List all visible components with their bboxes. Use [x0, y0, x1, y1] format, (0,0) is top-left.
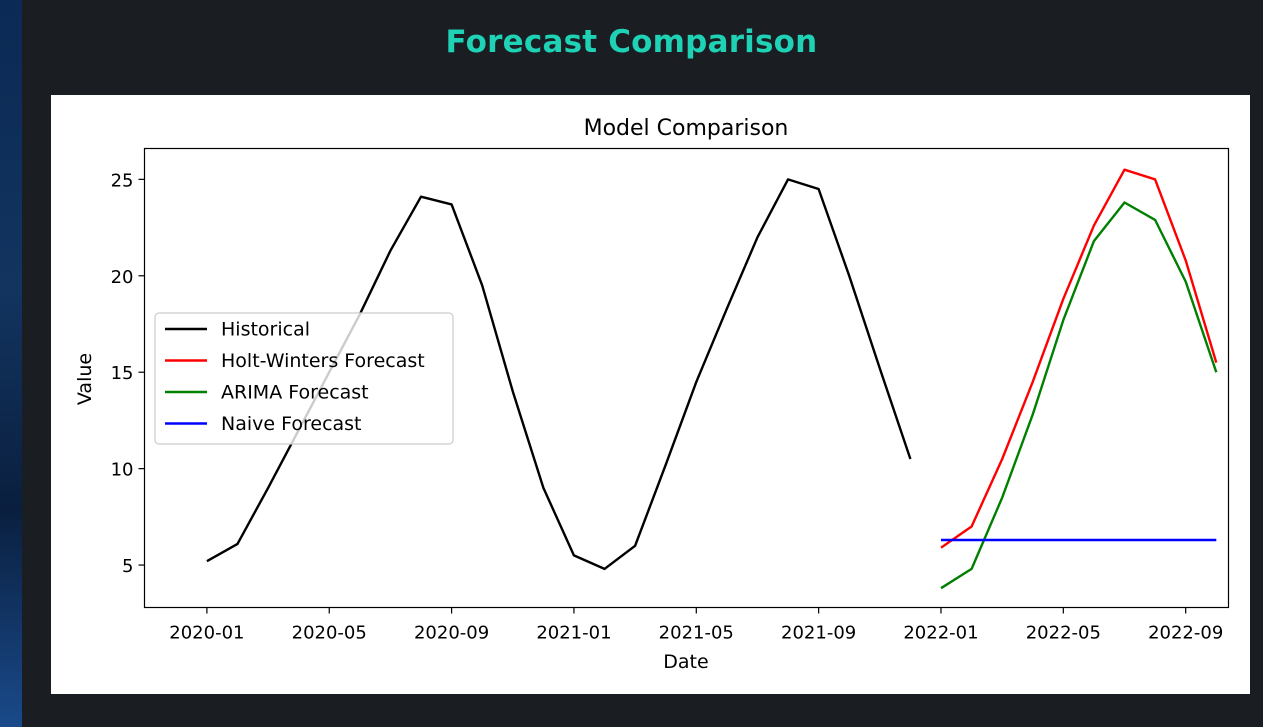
- y-tick-label: 20: [111, 267, 134, 288]
- y-tick-label: 5: [122, 556, 133, 577]
- x-tick-label: 2020-01: [169, 623, 244, 644]
- x-tick-label: 2021-01: [536, 623, 611, 644]
- background-edge: [0, 0, 22, 727]
- legend-label: Naive Forecast: [221, 413, 362, 435]
- y-tick-label: 15: [111, 363, 134, 384]
- y-tick-label: 25: [111, 170, 134, 191]
- chart-card: Model Comparison 5 10 15 20 25 2020-01 2020-05…: [51, 95, 1250, 694]
- x-tick-label: 2020-05: [292, 623, 367, 644]
- x-tick-label: 2021-09: [781, 623, 856, 644]
- x-tick-label: 2022-09: [1148, 623, 1223, 644]
- y-axis-label: Value: [74, 353, 96, 405]
- x-tick-label: 2021-05: [659, 623, 734, 644]
- chart-title: Model Comparison: [584, 116, 789, 141]
- legend-label: Holt-Winters Forecast: [221, 350, 425, 372]
- legend-label: Historical: [221, 319, 310, 341]
- forecast-chart: Model Comparison 5 10 15 20 25 2020-01 2020-05…: [74, 116, 1230, 673]
- chart-legend: Historical Holt-Winters Forecast ARIMA For…: [154, 312, 454, 445]
- page-title: Forecast Comparison: [445, 24, 818, 60]
- legend-label: ARIMA Forecast: [221, 382, 369, 404]
- x-axis-label: Date: [663, 651, 708, 673]
- x-tick-label: 2022-01: [903, 623, 978, 644]
- y-tick-label: 10: [111, 460, 134, 481]
- x-tick-label: 2020-09: [414, 623, 489, 644]
- plot-frame: [143, 147, 1230, 609]
- legend-box: [154, 312, 454, 445]
- x-tick-label: 2022-05: [1026, 623, 1101, 644]
- series-line-holt-winters-forecast: [940, 168, 1218, 549]
- series-line-arima-forecast: [940, 201, 1218, 590]
